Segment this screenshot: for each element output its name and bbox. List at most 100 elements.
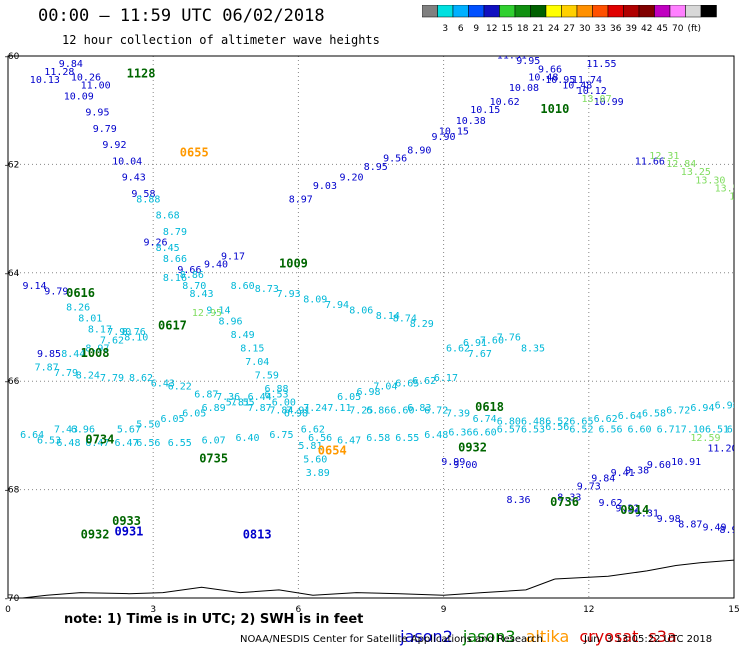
wave-height-point: 9.26 xyxy=(144,238,168,249)
wave-height-point: 9.17 xyxy=(221,251,245,262)
wave-height-point: 8.96 xyxy=(219,316,243,327)
wave-height-point: 9.85 xyxy=(37,349,61,360)
wave-height-point: 9.03 xyxy=(313,181,337,192)
wave-height-point: 10.95 xyxy=(545,75,575,86)
wave-height-point: 6.71 xyxy=(657,425,681,436)
pass-time-label: 1008 xyxy=(81,346,110,360)
wave-height-point: 6.83 xyxy=(407,403,431,414)
wave-height-point: 7.11 xyxy=(327,403,351,414)
wave-height-point: 5.60 xyxy=(303,455,327,466)
wave-height-point: 9.84 xyxy=(59,59,83,70)
wave-height-point: 10.91 xyxy=(671,457,701,468)
legend-jason3: jason3 xyxy=(462,627,516,646)
wave-height-point: 6.52 xyxy=(569,425,593,436)
wave-height-point: 13.07 xyxy=(582,94,612,105)
wave-height-point: 9.00 xyxy=(453,460,477,471)
wave-height-point: 6.48 xyxy=(521,417,545,428)
pass-time-label: 0539 xyxy=(536,42,565,56)
wave-height-point: 7.93 xyxy=(277,289,301,300)
pass-time-label: 0932 xyxy=(458,441,487,455)
wave-height-point: 10.13 xyxy=(30,75,60,86)
wave-height-point: 8.24 xyxy=(76,371,100,382)
wave-height-point: 8.35 xyxy=(521,343,545,354)
wave-height-point: 6.80 xyxy=(497,417,521,428)
wave-height-point: 10.15 xyxy=(470,105,500,116)
wave-height-point: 8.10 xyxy=(124,333,148,344)
wave-height-point: 8.15 xyxy=(240,343,264,354)
wave-height-point: 9.79 xyxy=(44,287,68,298)
y-tick-label: -62 xyxy=(5,160,20,170)
wave-height-point: 8.76 xyxy=(122,327,146,338)
wave-height-point: 6.65 xyxy=(569,417,593,428)
coastline-bottom xyxy=(22,578,556,598)
wave-height-point: 6.60 xyxy=(628,425,652,436)
wave-height-point: 9.60 xyxy=(647,460,671,471)
pass-time-label: 0931 xyxy=(115,525,144,539)
scale-label: 33 xyxy=(595,24,606,34)
scale-label: 6 xyxy=(458,24,464,34)
wave-height-point: 10.38 xyxy=(456,116,486,127)
wave-height-point: 7.25 xyxy=(349,406,373,417)
pass-time-label: 0618 xyxy=(475,400,504,414)
wave-height-point: 6.53 xyxy=(265,390,289,401)
wave-height-point: 6.72 xyxy=(424,406,448,417)
wave-height-point: 8.43 xyxy=(190,289,214,300)
series: 0813 0931 xyxy=(115,525,272,542)
wave-height-point: 10.48 xyxy=(562,81,592,92)
wave-height-point: 13.53 xyxy=(715,184,740,195)
wave-height-point: 9.40 xyxy=(204,259,228,270)
wave-height-point: 9.56 xyxy=(383,154,407,165)
wave-height-point: 9.66 xyxy=(177,265,201,276)
wave-height-point: 9.43 xyxy=(122,173,146,184)
scale-label: 36 xyxy=(610,24,622,34)
wave-height-point: 6.86 xyxy=(366,406,390,417)
wave-height-point: 6.07 xyxy=(202,436,226,447)
x-tick-label: 6 xyxy=(296,605,302,615)
wave-height-point: 9.90 xyxy=(432,132,456,143)
wave-height-point: 6.56 xyxy=(545,422,569,433)
pass-time-label: 0735 xyxy=(199,452,228,466)
wave-height-point: 7.90 xyxy=(107,327,131,338)
wave-height-point: 6.05 xyxy=(161,414,185,425)
wave-height-point: 8.97 xyxy=(289,194,313,205)
wave-height-point: 8.97 xyxy=(85,343,109,354)
pass-time-label: 0736 xyxy=(550,495,579,509)
pass-time-label: 0617 xyxy=(158,319,187,333)
wave-height-point: 8.94 xyxy=(720,525,740,536)
legend-altika: altika xyxy=(525,627,570,646)
wave-height-point: 7.24 xyxy=(303,403,327,414)
pass-time-label: 0734 xyxy=(85,433,114,447)
wave-height-point: 6.87 xyxy=(194,390,218,401)
wave-height-point: 8.66 xyxy=(163,254,187,265)
wave-height-point: 8.44 xyxy=(61,349,85,360)
wave-height-point: 5.50 xyxy=(136,419,160,430)
wave-height-point: 6.74 xyxy=(473,414,497,425)
pass-time-label: 0914 xyxy=(620,503,649,517)
chart-title: 00:00 – 11:59 UTC 06/02/2018 xyxy=(38,6,325,26)
wave-height-point: 8.87 xyxy=(678,520,702,531)
wave-height-point: 6.98 xyxy=(357,387,381,398)
wave-height-point: 6.58 xyxy=(366,433,390,444)
wave-height-point: 11.35 xyxy=(47,48,77,59)
wave-height-point: 9.73 xyxy=(577,482,601,493)
wave-height-point: 6.62 xyxy=(412,376,436,387)
generated-timestamp: Jun 3 13:05:22 UTC 2018 xyxy=(584,634,713,645)
wave-height-point: 6.62 xyxy=(301,425,325,436)
wave-height-color-scale: 3 6 9 12 15 18 21 24 27 30 33 36 39 42 45 70 (ft) xyxy=(422,5,717,34)
wave-height-point: 6.94 xyxy=(690,403,714,414)
wave-height-point: 13.30 xyxy=(695,175,725,186)
wave-height-point: 9.84 xyxy=(591,474,615,485)
wave-height-point: 7.04 xyxy=(245,357,269,368)
wave-height-point: 8.79 xyxy=(163,227,187,238)
wave-height-point: 8.73 xyxy=(255,284,279,295)
coastline xyxy=(554,559,734,580)
wave-height-point: 6.57 xyxy=(497,425,521,436)
legend-cryosat: cryosat xyxy=(579,627,639,646)
pass-time-label: 0932 xyxy=(81,527,110,541)
wave-height-point: 7.36 xyxy=(216,392,240,403)
wave-height-point: 9.99 xyxy=(441,457,465,468)
scale-label: 70 xyxy=(672,24,684,34)
wave-height-point: 6.60 xyxy=(390,406,414,417)
